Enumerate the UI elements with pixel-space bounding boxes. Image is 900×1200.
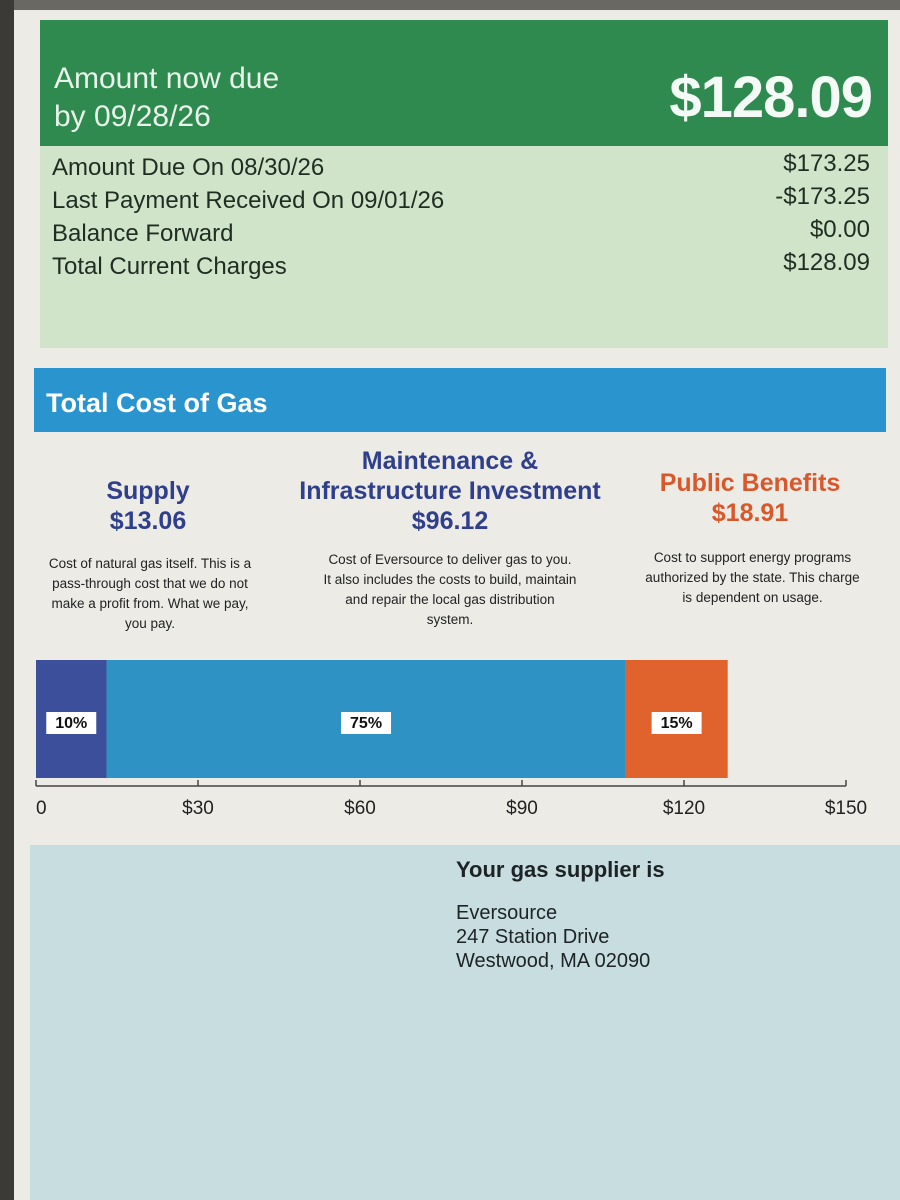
supply-category: Supply $13.06 (48, 476, 248, 536)
x-tick-label: $120 (663, 798, 705, 819)
description-line: Cost of natural gas itself. This is a (48, 556, 252, 571)
amount-due-value: $128.09 (669, 65, 873, 130)
detail-row: Last Payment Received On 09/01/26 -$173.… (52, 183, 870, 221)
detail-value: $128.09 (783, 249, 870, 276)
description-line: Cost of Eversource to deliver gas to you… (328, 552, 572, 567)
bar-label: 10% (55, 715, 87, 732)
description-line: and repair the local gas distribution (345, 592, 555, 607)
bar-label-box (46, 712, 97, 734)
detail-row: Total Current Charges $128.09 (52, 249, 870, 287)
bar-label: 15% (661, 715, 693, 732)
supplier-name: Eversource (456, 902, 558, 924)
detail-label: Last Payment Received On 09/01/26 (52, 187, 445, 214)
maintenance-amount: $96.12 (411, 507, 489, 535)
detail-label: Total Current Charges (52, 253, 287, 280)
supplier-title: Your gas supplier is (456, 857, 665, 882)
amount-due-title-line1: Amount now due (54, 62, 280, 95)
detail-label: Amount Due On 08/30/26 (52, 154, 325, 181)
detail-label: Balance Forward (52, 220, 234, 247)
maintenance-description: Cost of Eversource to deliver gas to you… (300, 550, 600, 630)
x-tick-label: $30 (182, 798, 214, 819)
x-tick-label: 0 (36, 798, 47, 819)
supply-name: Supply (106, 477, 190, 505)
description-line: authorized by the state. This charge (645, 570, 860, 585)
x-tick-label: $90 (506, 798, 538, 819)
photo-edge-top (0, 0, 900, 10)
amount-due-date: by 09/28/26 (54, 100, 211, 133)
maintenance-name-line2: Infrastructure Investment (299, 477, 601, 505)
public-benefits-name: Public Benefits (659, 469, 841, 497)
description-line: It also includes the costs to build, mai… (323, 572, 577, 587)
description-line: is dependent on usage. (682, 590, 823, 605)
bar-label-box (341, 712, 392, 734)
detail-row: Balance Forward $0.00 (52, 216, 870, 254)
amount-due-details: Amount Due On 08/30/26 $173.25 Last Paym… (40, 146, 888, 348)
amount-due-title: Amount now due by 09/28/26 (54, 60, 279, 136)
detail-value: $173.25 (783, 150, 870, 177)
maintenance-category: Maintenance & Infrastructure Investment … (280, 446, 620, 536)
detail-row: Amount Due On 08/30/26 $173.25 (52, 150, 870, 188)
cost-bar-chart-svg: 10% 75% 15% 0 $30 $60 $90 $120 $150 (35, 660, 867, 819)
amount-due-header: Amount now due by 09/28/26 $128.09 (40, 20, 888, 146)
description-line: you pay. (124, 616, 176, 631)
total-cost-header: Total Cost of Gas (34, 368, 886, 432)
photo-edge-left (0, 0, 14, 1200)
supply-amount: $13.06 (109, 507, 187, 535)
public-benefits-description: Cost to support energy programs authoriz… (630, 548, 875, 608)
supplier-address-line1: 247 Station Drive (456, 926, 610, 948)
description-line: make a profit from. What we pay, (51, 596, 249, 611)
bar-label: 75% (350, 715, 382, 732)
detail-value: -$173.25 (775, 183, 870, 210)
supply-description: Cost of natural gas itself. This is a pa… (30, 554, 270, 634)
supplier-address-line2: Westwood, MA 02090 (456, 950, 651, 972)
maintenance-name-line1: Maintenance & (361, 447, 539, 475)
description-line: Cost to support energy programs (653, 550, 852, 565)
public-benefits-amount: $18.91 (711, 499, 789, 527)
cost-breakdown-chart: 10% 75% 15% 0 $30 $60 $90 $120 $150 (0, 640, 900, 840)
x-tick-label: $60 (344, 798, 376, 819)
supplier-panel (30, 845, 900, 1200)
total-cost-title: Total Cost of Gas (46, 388, 268, 418)
description-line: pass-through cost that we do not (52, 576, 248, 591)
public-benefits-category: Public Benefits $18.91 (640, 468, 860, 528)
description-line: system. (426, 612, 474, 627)
x-tick-label: $150 (825, 798, 867, 819)
detail-value: $0.00 (809, 216, 870, 243)
bar-label-box (651, 712, 702, 734)
